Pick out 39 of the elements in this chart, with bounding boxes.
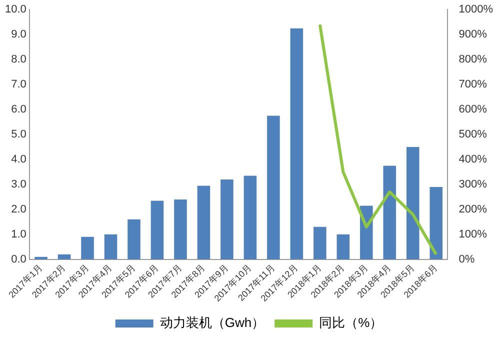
y2-tick-label: 300%: [458, 178, 488, 190]
y2-tick-label: 500%: [458, 128, 488, 141]
bar: [430, 186, 443, 260]
bar: [197, 186, 210, 260]
y2-tick-label: 1000%: [458, 4, 494, 16]
y-tick-label: 6.0: [11, 104, 26, 116]
bar: [81, 236, 94, 260]
y-tick-label: 8.0: [11, 54, 26, 66]
y-tick-label: 2.0: [11, 203, 26, 216]
bar: [267, 116, 280, 260]
bar: [150, 200, 164, 260]
y2-tick-label: 100%: [458, 228, 488, 240]
y2-tick-label: 700%: [458, 78, 488, 91]
bar: [104, 234, 118, 260]
y-tick-label: 0.0: [11, 253, 26, 266]
y2-tick-label: 0%: [458, 253, 475, 266]
y2-tick-label: 900%: [458, 28, 488, 41]
y2-tick-label: 800%: [458, 54, 488, 66]
bar: [220, 179, 234, 260]
bar: [314, 226, 326, 260]
y2-tick-label: 400%: [458, 154, 488, 166]
bar: [406, 146, 420, 260]
y-tick-label: 10.0: [4, 4, 26, 16]
y-tick-label: 9.0: [11, 28, 26, 41]
bar: [244, 176, 257, 260]
y-tick-label: 5.0: [11, 128, 26, 141]
y2-tick-label: 600%: [458, 104, 488, 116]
bar: [383, 166, 396, 260]
legend-label: 同比（%）: [319, 315, 383, 330]
y-tick-label: 1.0: [11, 228, 26, 240]
bar: [290, 28, 304, 260]
legend-label: 动力装机（Gwh）: [160, 315, 265, 330]
y-tick-label: 7.0: [11, 78, 26, 91]
y-tick-label: 3.0: [11, 178, 26, 190]
y2-tick-label: 200%: [458, 203, 488, 216]
y-tick-label: 4.0: [11, 154, 26, 166]
bar: [336, 234, 350, 260]
bar: [128, 219, 140, 260]
bar: [174, 199, 187, 260]
